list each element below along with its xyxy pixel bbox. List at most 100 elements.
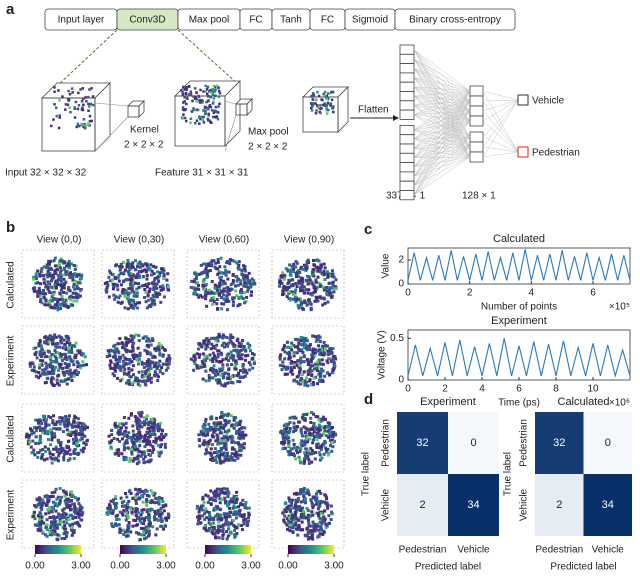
voxel [305,380,309,384]
voxel [217,95,221,98]
voxel [209,367,213,371]
voxel [136,346,140,350]
voxel [313,425,317,429]
voxel [54,106,58,110]
voxel [288,429,292,433]
voxel [238,295,242,299]
voxel [290,345,294,349]
voxel [129,447,133,451]
voxel [298,378,302,382]
voxel [78,421,82,425]
voxel [129,349,133,353]
voxel [59,379,63,383]
voxel [297,455,301,459]
voxel [197,99,201,102]
connection [413,110,471,149]
voxel [64,416,68,420]
voxel [233,510,237,514]
voxel [124,518,128,522]
voxel [43,431,47,435]
voxel [313,495,317,499]
voxel [58,517,62,521]
voxel [287,514,291,518]
y-tick-label: 0 [398,375,404,386]
voxel [292,452,296,456]
voxel [161,436,165,440]
voxel [327,92,330,95]
voxel [312,376,316,380]
voxel [68,276,72,280]
voxel [113,368,117,372]
voxel [76,107,80,111]
voxel [306,508,310,512]
voxel [116,288,120,292]
voxel [241,339,245,343]
voxel [28,362,32,366]
voxel [214,356,218,360]
view-label: View (0,90) [284,235,334,246]
voxel [39,528,43,532]
voxel [54,532,58,536]
voxel [147,513,151,517]
voxel [48,335,52,339]
voxel [239,375,243,379]
voxel [143,296,147,300]
voxel [193,121,197,125]
voxel [311,347,315,351]
voxel [316,269,320,273]
voxel [309,452,313,456]
colorbar-tick-label: 0.00 [25,561,45,572]
voxel [42,370,46,374]
voxel [285,437,289,441]
connection [413,90,471,140]
voxel [148,509,152,513]
voxel [216,531,220,535]
voxel [60,416,64,420]
voxel [114,347,118,351]
voxel [131,364,135,368]
voxel [61,430,65,434]
voxel [77,425,81,429]
voxel [333,364,337,368]
voxel [30,432,34,436]
voxel [318,110,322,114]
voxel [331,280,335,284]
voxel [213,347,217,351]
voxel [145,274,149,278]
voxel [310,280,314,284]
voxel [158,353,162,357]
voxel [43,494,47,498]
voxel [75,287,79,291]
voxel [291,372,295,376]
neuron [399,171,415,182]
voxel [307,282,311,286]
voxel [160,267,164,271]
voxel [44,292,48,296]
link [94,116,129,152]
voxel [210,342,214,346]
voxel [293,378,297,382]
voxel [320,500,324,504]
voxel [319,104,322,107]
voxel [210,434,214,438]
voxel [67,259,71,263]
voxel [231,259,235,263]
voxel [237,442,241,446]
voxel [247,506,251,510]
voxel [131,345,135,349]
voxel [147,298,151,302]
voxel [197,283,201,287]
voxel [286,449,290,453]
voxel [148,339,152,343]
voxel [125,265,129,269]
voxel [201,425,205,429]
voxel [122,508,126,512]
voxel [74,429,78,433]
voxel [225,435,229,439]
voxel [50,533,54,537]
voxel [122,532,126,536]
voxel [53,532,57,536]
voxel [240,269,244,273]
voxel [73,448,77,452]
voxel [243,374,247,378]
